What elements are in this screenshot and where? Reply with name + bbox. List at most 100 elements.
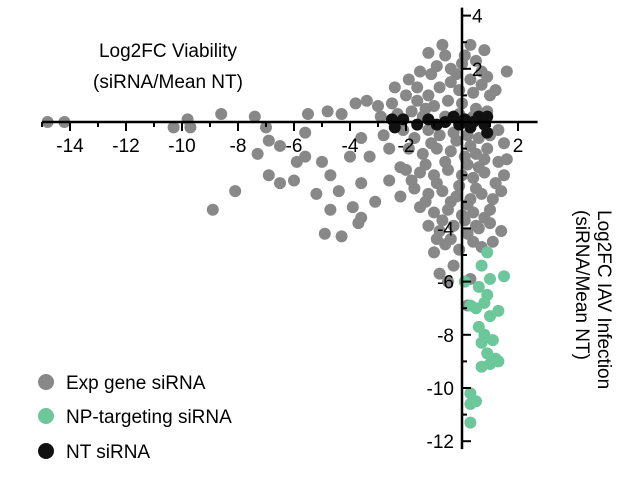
data-point-exp [492,123,505,136]
data-point-exp [495,225,508,238]
data-point-exp [260,121,272,134]
x-tick-label: -14 [56,136,84,157]
data-point-exp [444,233,457,246]
data-point-exp [332,185,345,198]
y-tick-label: -10 [427,379,454,400]
x-tick-label: -4 [342,136,359,157]
data-point-exp [436,38,449,51]
data-point-exp [405,105,418,118]
data-point-exp [453,243,466,256]
data-point-exp [500,65,513,78]
x-tick-label: -2 [398,136,415,157]
y-tick-label: 4 [472,7,483,28]
data-point-exp [467,235,480,248]
data-point-exp [425,68,438,81]
data-point-exp [447,219,460,232]
data-point-exp [484,203,496,216]
data-point-exp [419,195,432,208]
data-point-exp [425,137,438,150]
data-point-exp [447,259,460,272]
x-axis-title-line-1: Log2FC Viability [99,41,238,62]
legend-item-exp: Exp gene siRNA [38,373,206,394]
legend-label-nt: NT siRNA [66,442,150,463]
series-exp [41,38,513,312]
data-point-exp [439,49,452,62]
data-point-exp [450,68,463,81]
data-point-exp [324,169,337,182]
legend-label-np: NP-targeting siRNA [66,407,232,428]
y-axis-title-line-2: (siRNA/Mean NT) [571,210,592,360]
legend-item-np: NP-targeting siRNA [38,407,232,428]
data-point-exp [458,214,471,227]
data-point-exp [184,121,197,134]
data-point-exp [419,158,432,171]
data-point-exp [422,89,435,102]
data-point-exp [442,94,454,107]
legend-label-exp: Exp gene siRNA [66,373,206,394]
data-point-exp [299,126,312,139]
data-point-exp [344,150,356,163]
data-point-exp [355,131,368,144]
data-point-exp [486,235,499,248]
data-point-exp [374,110,387,123]
x-tick-label: -6 [286,136,303,157]
data-point-exp [467,86,480,99]
data-point-exp [484,217,496,230]
data-point-exp [467,171,480,184]
data-point-exp [498,137,510,150]
data-point-nt [397,113,410,126]
legend: Exp gene siRNA NP-targeting siRNA NT siR… [38,373,232,463]
data-point-exp [229,185,242,198]
data-point-exp [346,201,359,214]
data-point-exp [428,206,440,219]
y-tick-label: -8 [437,326,454,347]
data-point-exp [486,193,499,206]
data-point-exp [461,198,474,211]
data-point-exp [408,131,421,144]
points-layer [41,38,513,429]
data-point-exp [318,227,331,240]
data-point-exp [248,110,261,123]
data-point-nt [481,126,494,139]
data-point-exp [464,73,477,86]
data-point-exp [400,89,412,102]
x-tick-label: -12 [112,136,139,157]
data-point-exp [489,84,502,97]
x-tick-label: -10 [168,136,195,157]
data-point-exp [299,150,312,163]
y-tick-label: -12 [427,432,454,453]
legend-marker-nt [38,443,54,459]
data-point-exp [321,105,334,118]
data-point-exp [433,129,446,142]
data-point-exp [470,219,482,232]
data-point-exp [495,185,508,198]
data-point-exp [262,134,275,147]
data-point-exp [274,139,286,152]
data-point-exp [251,147,264,160]
data-point-exp [383,142,396,155]
y-tick-label: -6 [437,273,454,294]
data-point-exp [478,44,491,57]
axes-layer: -14 -12 -10 -8 -6 -4 -2 2 4 2 -4 -6 -8 -10 -12 [41,7,538,453]
data-point-exp [411,94,424,107]
data-point-exp [377,129,390,142]
data-point-exp [481,70,494,83]
data-point-exp [335,230,348,243]
data-point-exp [453,179,466,192]
x-tick-label: 2 [513,136,524,157]
data-point-np [475,259,488,272]
data-point-exp [388,81,401,94]
data-point-exp [360,94,373,107]
data-point-np [478,328,491,341]
data-point-exp [433,81,446,94]
data-point-exp [444,145,457,158]
data-point-exp [414,65,426,78]
data-point-np [484,272,496,285]
x-tick-label: -8 [230,136,247,157]
data-point-exp [450,134,463,147]
data-point-exp [288,174,300,187]
data-point-exp [394,190,407,203]
data-point-exp [400,163,412,176]
data-point-exp [310,187,323,200]
